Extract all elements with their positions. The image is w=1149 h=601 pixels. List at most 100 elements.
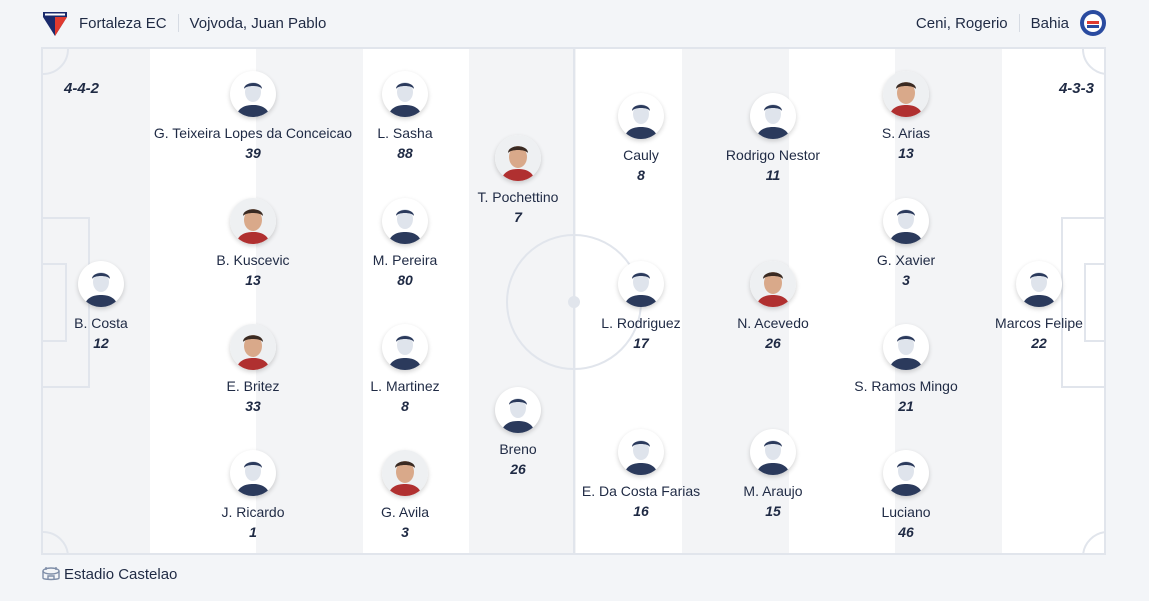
player-card[interactable]: G. Avila 3 [305, 450, 505, 540]
home-coach: Vojvoda, Juan Pablo [189, 14, 327, 32]
player-card[interactable]: N. Acevedo 26 [673, 261, 873, 351]
player-name: B. Kuscevic [216, 252, 290, 268]
player-name: Cauly [623, 147, 659, 163]
player-number: 39 [245, 145, 261, 161]
stadium-icon [42, 567, 60, 581]
player-name: B. Costa [74, 315, 128, 331]
pitch-stripe [469, 49, 576, 553]
player-number: 11 [765, 167, 781, 183]
player-name: S. Arias [881, 125, 931, 141]
player-card[interactable]: T. Pochettino 7 [418, 135, 618, 225]
player-card[interactable]: B. Costa 12 [43, 261, 201, 351]
player-avatar [382, 324, 428, 370]
player-number: 26 [765, 335, 781, 351]
player-card[interactable]: E. Da Costa Farias 16 [541, 429, 741, 519]
player-avatar [750, 429, 796, 475]
away-team-name[interactable]: Bahia [1030, 14, 1069, 32]
player-card[interactable]: Luciano 46 [806, 450, 1006, 540]
player-name: Luciano [881, 504, 931, 520]
away-formation: 4-3-3 [1058, 80, 1094, 97]
player-avatar [618, 429, 664, 475]
player-name: L. Rodriguez [601, 315, 681, 331]
player-name: M. Pereira [372, 252, 438, 268]
home-team-name[interactable]: Fortaleza EC [79, 14, 167, 32]
player-name: E. Britez [226, 378, 280, 394]
player-name: S. Ramos Mingo [854, 378, 958, 394]
player-number: 8 [401, 398, 409, 414]
home-header: Fortaleza EC Vojvoda, Juan Pablo [41, 8, 326, 38]
player-card[interactable]: M. Pereira 80 [305, 198, 505, 288]
player-avatar [495, 135, 541, 181]
player-card[interactable]: Rodrigo Nestor 11 [673, 93, 873, 183]
player-card[interactable]: E. Britez 33 [153, 324, 353, 414]
player-card[interactable]: Cauly 8 [541, 93, 741, 183]
player-avatar [883, 450, 929, 496]
player-number: 1 [249, 524, 257, 540]
player-name: G. Teixeira Lopes da Conceicao [153, 125, 353, 141]
player-name: N. Acevedo [737, 315, 809, 331]
player-avatar [78, 261, 124, 307]
player-avatar [750, 93, 796, 139]
player-name: Marcos Felipe [995, 315, 1083, 331]
player-name: G. Xavier [876, 252, 936, 268]
player-number: 7 [514, 209, 522, 225]
player-number: 88 [397, 145, 413, 161]
player-card[interactable]: M. Araujo 15 [673, 429, 873, 519]
player-avatar [618, 261, 664, 307]
player-avatar [618, 93, 664, 139]
player-number: 17 [633, 335, 649, 351]
player-number: 12 [93, 335, 109, 351]
player-card[interactable]: Marcos Felipe 22 [939, 261, 1104, 351]
away-coach: Ceni, Rogerio [915, 14, 1008, 32]
player-name: Breno [499, 441, 537, 457]
player-avatar [883, 198, 929, 244]
venue: Estadio Castelao [41, 565, 177, 583]
player-card[interactable]: Breno 26 [418, 387, 618, 477]
player-number: 3 [902, 272, 910, 288]
player-number: 15 [765, 503, 781, 519]
player-card[interactable]: J. Ricardo 1 [153, 450, 353, 540]
player-number: 16 [633, 503, 649, 519]
player-avatar [230, 71, 276, 117]
player-card[interactable]: L. Rodriguez 17 [541, 261, 741, 351]
player-avatar [382, 450, 428, 496]
player-avatar [883, 71, 929, 117]
player-avatar [495, 387, 541, 433]
player-number: 26 [510, 461, 526, 477]
player-number: 33 [245, 398, 261, 414]
player-avatar [883, 324, 929, 370]
player-card[interactable]: L. Sasha 88 [305, 71, 505, 161]
player-name: L. Sasha [377, 125, 433, 141]
player-card[interactable]: S. Ramos Mingo 21 [806, 324, 1006, 414]
venue-name: Estadio Castelao [64, 565, 178, 583]
player-avatar [230, 450, 276, 496]
player-name: M. Araujo [743, 483, 803, 499]
player-card[interactable]: B. Kuscevic 13 [153, 198, 353, 288]
player-card[interactable]: G. Teixeira Lopes da Conceicao 39 [153, 71, 353, 161]
player-number: 13 [245, 272, 261, 288]
player-number: 80 [397, 272, 413, 288]
player-number: 13 [898, 145, 914, 161]
player-number: 46 [898, 524, 914, 540]
player-card[interactable]: S. Arias 13 [806, 71, 1006, 161]
player-card[interactable]: G. Xavier 3 [806, 198, 1006, 288]
pitch-stripe [788, 49, 896, 553]
player-number: 8 [637, 167, 645, 183]
player-number: 21 [898, 398, 914, 414]
fortaleza-crest-icon [43, 12, 67, 36]
player-name: G. Avila [381, 504, 429, 520]
pitch: 4-4-2 4-3-3 B. Costa 12 G. Teixeira Lopes … [41, 47, 1106, 555]
player-avatar [382, 71, 428, 117]
player-name: J. Ricardo [221, 504, 285, 520]
player-avatar [230, 198, 276, 244]
player-name: E. Da Costa Farias [581, 483, 701, 499]
player-avatar [382, 198, 428, 244]
bahia-crest-icon [1080, 10, 1106, 36]
player-number: 22 [1031, 335, 1047, 351]
player-name: T. Pochettino [477, 189, 559, 205]
player-avatar [750, 261, 796, 307]
player-card[interactable]: L. Martinez 8 [305, 324, 505, 414]
divider [177, 14, 179, 32]
divider [1018, 14, 1020, 32]
player-name: Rodrigo Nestor [725, 147, 821, 163]
